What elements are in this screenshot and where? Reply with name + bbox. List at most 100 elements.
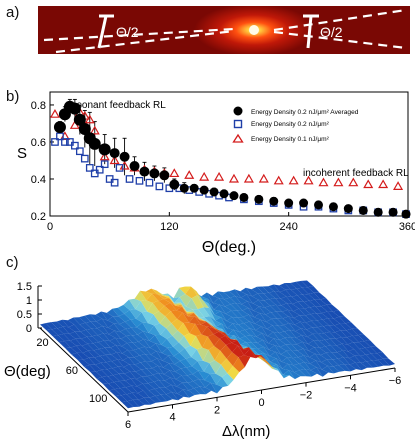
surface-cell [253, 306, 266, 315]
surface-cell [142, 383, 155, 391]
surface-cell [131, 327, 143, 335]
surface-cell [250, 335, 263, 343]
surface-cell [124, 319, 137, 328]
lambda-tick-label: −2 [300, 390, 313, 402]
surface-cell [281, 303, 294, 312]
surface-cell [135, 369, 148, 377]
surface-cell [220, 344, 233, 359]
surface-cell [226, 352, 239, 366]
surface-cell [213, 304, 226, 314]
surface-cell [179, 286, 191, 294]
ray-left-upper [43, 27, 235, 42]
surface-cell [132, 399, 145, 407]
surface-cell [152, 373, 165, 381]
surface-cell [46, 329, 59, 337]
surface-cell [249, 321, 262, 331]
surface-cell [128, 357, 141, 365]
surface-cell [155, 394, 167, 402]
surface-cell [101, 369, 114, 377]
surface-cell [263, 299, 276, 306]
surface-cell [76, 345, 89, 353]
surface-cell [134, 355, 146, 363]
surface-cell [239, 336, 252, 343]
surface-cell [126, 392, 139, 400]
surface-cell [275, 298, 287, 306]
surface-cell [127, 350, 140, 358]
surface-cell [114, 330, 127, 339]
point-square [110, 178, 119, 187]
surface-cell [288, 370, 301, 380]
surface-cell [285, 337, 297, 345]
plot-frame [49, 91, 409, 217]
surface-cell [243, 321, 256, 331]
surface-cell [161, 338, 173, 348]
surface-cell [197, 360, 210, 372]
surface-cell [276, 311, 289, 319]
surface-cell [88, 350, 100, 358]
surface-cell [241, 346, 253, 354]
surface-cell [213, 298, 225, 307]
surface-cell [229, 296, 242, 305]
surface-cell [80, 329, 93, 337]
surface-cell [192, 309, 205, 318]
surface-cell [248, 314, 261, 324]
marker-right-stem [306, 15, 313, 49]
surface-cell [246, 342, 258, 349]
surface-cell [158, 299, 171, 306]
surface-cell [179, 294, 192, 307]
surface-cell [77, 359, 90, 367]
point-averaged [343, 204, 353, 214]
surface-cell [298, 301, 310, 309]
surface-cell [98, 340, 111, 348]
surface-cell [255, 354, 268, 362]
surface-cell [189, 316, 201, 325]
surface-cell [308, 292, 321, 300]
point-averaged [299, 198, 309, 208]
surface-cell [332, 358, 345, 366]
point-triangle [303, 175, 314, 185]
surface-cell [296, 335, 308, 344]
surface-cell [168, 355, 180, 365]
point-square [75, 147, 84, 156]
surface-cell [56, 319, 69, 328]
surface-cell [153, 380, 166, 388]
surface-cell [83, 357, 96, 365]
surface-cell [206, 292, 219, 304]
surface-cell [305, 320, 318, 328]
surface-cell [196, 347, 209, 361]
point-averaged [199, 185, 209, 195]
surface-cell [99, 347, 112, 355]
surface-cell [280, 344, 292, 351]
point-averaged [73, 113, 86, 126]
surface-cell [152, 365, 164, 375]
surface-cell [102, 383, 115, 391]
surface-cell [313, 340, 326, 348]
point-square [125, 175, 134, 183]
point-averaged [284, 198, 294, 208]
legend-marker-averaged [233, 106, 243, 116]
surface-cell [117, 359, 130, 368]
surface-cell [285, 289, 298, 297]
point-averaged [401, 209, 411, 219]
surface-cell [200, 321, 213, 328]
surface-cell [152, 300, 165, 312]
surface-cell [260, 356, 273, 368]
surface-cell [103, 333, 116, 341]
point-averaged [328, 202, 338, 212]
surface-cell [163, 298, 176, 306]
surface-cell [119, 321, 132, 329]
surface-cell [231, 340, 244, 350]
surface-cell [290, 337, 303, 345]
surface-cell [337, 350, 350, 359]
surface-cell [90, 321, 103, 329]
surface-cell [225, 304, 237, 311]
surface-cell [298, 308, 311, 316]
point-triangle [318, 177, 329, 187]
surface-cell [129, 364, 142, 372]
surface-cell [233, 329, 246, 339]
surface-cell [107, 368, 119, 376]
surface-cell [294, 321, 307, 330]
surface-cell [173, 352, 186, 361]
surface-cell [145, 354, 157, 362]
surface-cell [137, 383, 149, 391]
